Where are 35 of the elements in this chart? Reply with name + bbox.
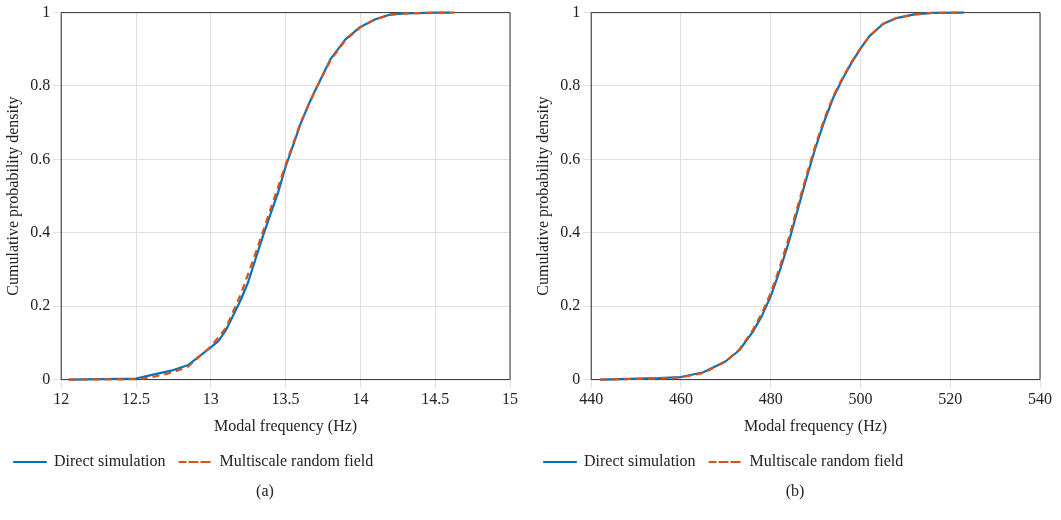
- x-tick-label: 540: [1028, 390, 1052, 408]
- y-tick-label: 0.4: [560, 223, 581, 240]
- x-tick-label: 14: [352, 390, 369, 408]
- x-tick-label: 15: [502, 390, 518, 408]
- x-axis-title: Modal frequency (Hz): [214, 416, 358, 435]
- x-tick-label: 460: [668, 390, 693, 408]
- legend-label: Multiscale random field: [749, 452, 904, 470]
- y-tick-label: 0.8: [30, 76, 51, 94]
- x-tick-label: 13.5: [271, 390, 300, 408]
- y-tick-label: 0.2: [30, 296, 51, 314]
- legend-label: Direct simulation: [54, 452, 166, 470]
- x-tick-label: 13: [202, 390, 219, 408]
- y-tick-label: 0: [572, 369, 581, 387]
- x-tick-label: 480: [758, 390, 783, 408]
- text: (b): [784, 482, 806, 500]
- x-tick-label: 500: [848, 390, 873, 408]
- x-tick-label: 14.5: [421, 390, 450, 408]
- y-tick-label: 0.2: [560, 296, 581, 314]
- x-axis-title: Modal frequency (Hz): [744, 416, 888, 435]
- y-axis-title: Cumulative probability density: [3, 96, 22, 296]
- x-tick-label: 12: [53, 390, 70, 408]
- y-tick-label: 0.8: [560, 76, 581, 94]
- y-tick-label: 1: [572, 2, 581, 20]
- x-tick-label: 440: [579, 390, 604, 408]
- y-tick-label: 1: [42, 2, 51, 20]
- legend-label: Multiscale random field: [219, 452, 374, 470]
- x-tick-label: 520: [938, 390, 963, 408]
- y-tick-label: 0.6: [30, 149, 51, 167]
- y-axis-title: Cumulative probability density: [533, 96, 552, 296]
- legend-label: Direct simulation: [584, 452, 696, 470]
- y-tick-label: 0: [42, 369, 51, 387]
- x-tick-label: 12.5: [122, 390, 150, 408]
- y-tick-label: 0.4: [30, 223, 51, 240]
- y-tick-label: 0.6: [560, 149, 581, 167]
- text: (a): [255, 482, 275, 500]
